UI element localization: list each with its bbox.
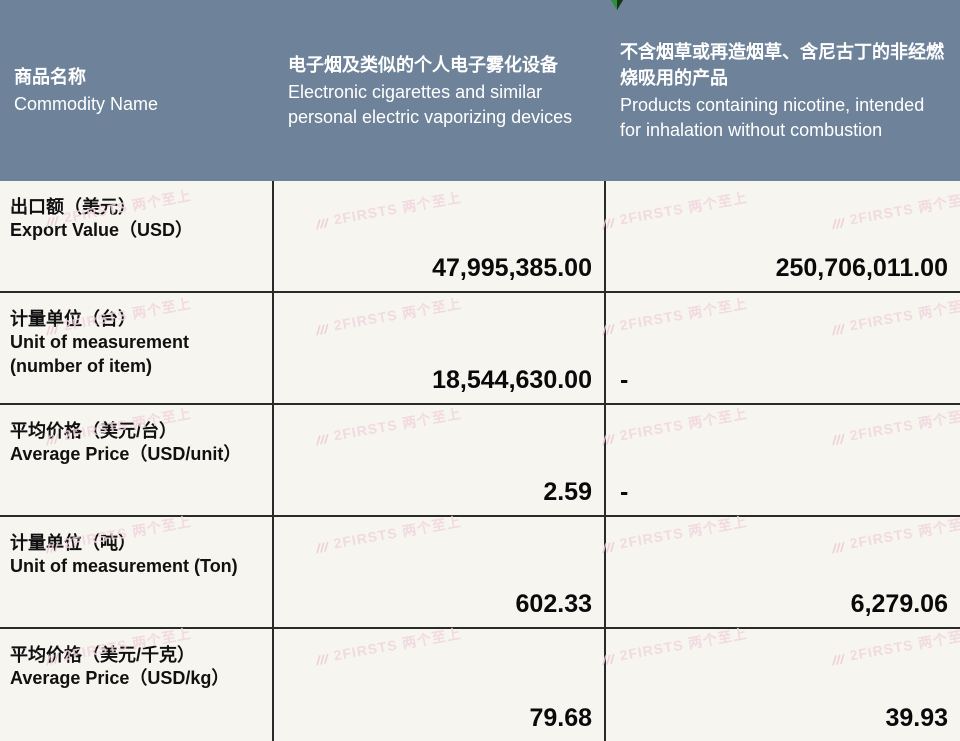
header-zh: 不含烟草或再造烟草、含尼古丁的非经燃烧吸用的产品: [620, 39, 946, 91]
row-label-zh: 平均价格（美元/台）: [10, 419, 260, 443]
row-label-en: Export Value（USD）: [10, 219, 260, 242]
row-value-col2: 6,279.06: [606, 517, 960, 627]
table-row: 计量单位（台） Unit of measurement (number of i…: [0, 293, 960, 405]
row-value-col2: 250,706,011.00: [606, 181, 960, 291]
table-header-row: 商品名称 Commodity Name 电子烟及类似的个人电子雾化设备 Elec…: [0, 0, 960, 181]
row-value-col2: 39.93: [606, 629, 960, 741]
pointer-arrow-icon: [606, 0, 628, 17]
table-row: 平均价格（美元/千克） Average Price（USD/kg） 79.68 …: [0, 629, 960, 741]
row-label-en: Average Price（USD/unit）: [10, 443, 260, 466]
row-value-col1: 79.68: [274, 629, 606, 741]
row-label-cell: 出口额（美元） Export Value（USD）: [0, 181, 274, 291]
row-value-col1: 47,995,385.00: [274, 181, 606, 291]
row-label-cell: 平均价格（美元/千克） Average Price（USD/kg）: [0, 629, 274, 741]
row-value-col1: 2.59: [274, 405, 606, 515]
row-label-cell: 平均价格（美元/台） Average Price（USD/unit）: [0, 405, 274, 515]
row-label-en: Unit of measurement (number of item): [10, 331, 260, 378]
table-row: 计量单位（吨） Unit of measurement (Ton) 602.33…: [0, 517, 960, 629]
row-value-col2: -: [606, 405, 960, 515]
row-value-col1: 602.33: [274, 517, 606, 627]
row-label-en: Unit of measurement (Ton): [10, 555, 260, 578]
export-data-table: 商品名称 Commodity Name 电子烟及类似的个人电子雾化设备 Elec…: [0, 0, 960, 741]
header-cell-ecig: 电子烟及类似的个人电子雾化设备 Electronic cigarettes an…: [274, 0, 606, 181]
header-zh: 商品名称: [14, 64, 260, 90]
row-value-col2: -: [606, 293, 960, 403]
header-en: Commodity Name: [14, 92, 260, 116]
row-label-zh: 计量单位（吨）: [10, 531, 260, 555]
row-label-cell: 计量单位（吨） Unit of measurement (Ton): [0, 517, 274, 627]
header-en: Electronic cigarettes and similar person…: [288, 80, 592, 129]
row-label-zh: 计量单位（台）: [10, 307, 260, 331]
row-label-zh: 平均价格（美元/千克）: [10, 643, 260, 667]
header-cell-nicotine-products: 不含烟草或再造烟草、含尼古丁的非经燃烧吸用的产品 Products contai…: [606, 0, 960, 181]
table-row: 出口额（美元） Export Value（USD） 47,995,385.00 …: [0, 181, 960, 293]
row-label-en: Average Price（USD/kg）: [10, 667, 260, 690]
row-label-zh: 出口额（美元）: [10, 195, 260, 219]
row-label-cell: 计量单位（台） Unit of measurement (number of i…: [0, 293, 274, 403]
header-cell-commodity-name: 商品名称 Commodity Name: [0, 0, 274, 181]
header-zh: 电子烟及类似的个人电子雾化设备: [288, 52, 592, 78]
table-row: 平均价格（美元/台） Average Price（USD/unit） 2.59 …: [0, 405, 960, 517]
header-en: Products containing nicotine, intended f…: [620, 93, 946, 142]
row-value-col1: 18,544,630.00: [274, 293, 606, 403]
